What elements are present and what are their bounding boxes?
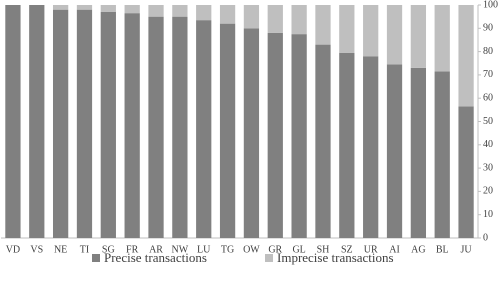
bar-segment [243,5,260,29]
bar-segment [339,5,355,53]
bar-segment [410,67,427,238]
x-tick-label: GR [268,244,282,255]
bar-segment [100,5,116,12]
legend-swatch [265,254,273,262]
bar-segment [458,106,474,238]
bar-segment [219,5,236,24]
x-tick-label: OW [243,244,260,255]
x-tick-label: VS [30,244,43,255]
x-tick-label: VD [6,244,20,255]
bar-segment [434,5,450,72]
y-tick-label: 80 [483,46,493,57]
bar-segment [315,5,331,45]
legend: Precise transactions Imprecise transactio… [92,250,394,265]
bar-segment [386,64,403,238]
bar-segment [339,52,355,238]
y-tick-label: 70 [483,69,493,80]
x-tick-label: AG [411,244,425,255]
y-tick-label: 0 [483,232,488,243]
x-tick-label: FR [126,244,139,255]
legend-swatch [92,254,100,262]
bar-segment [434,71,450,238]
x-tick-label: UR [364,244,378,255]
bar-segment [148,5,164,17]
y-tick-label: 60 [483,92,493,103]
y-tick-label: 20 [483,186,493,197]
x-tick-label: BL [436,244,449,255]
bar-segment [172,16,188,239]
bar-segment [363,5,379,57]
y-tick-label: 30 [483,162,493,173]
bar-segment [219,23,236,238]
bar-segment [196,5,212,21]
bar-segment [291,34,307,238]
y-tick-label: 10 [483,209,493,220]
bar-segment [267,5,283,33]
bar-segment [172,5,188,17]
y-tick-label: 90 [483,23,493,34]
y-tick-label: 40 [483,139,493,150]
bar-segment [243,28,260,238]
y-tick-label: 100 [483,0,498,10]
x-tick-label: TG [221,244,234,255]
x-tick-label: LU [197,244,211,255]
x-tick-label: SG [102,244,115,255]
bar-segment [315,44,331,238]
x-tick-label: AR [149,244,163,255]
bar-segment [5,5,21,238]
bar-segment [52,9,69,238]
bar-segment [410,5,427,68]
bar-segment [76,9,93,238]
bar-segment [386,5,403,65]
bar-segment [291,5,307,35]
x-tick-label: SH [317,244,330,255]
y-tick-label: 50 [483,116,493,127]
legend-label: Imprecise transactions [277,250,394,265]
x-tick-label: JU [461,244,473,255]
x-tick-label: AI [389,244,400,255]
bar-segment [458,5,474,107]
legend-label: Precise transactions [104,250,207,265]
bar-segment [52,5,69,10]
bar-segment [124,13,140,239]
bar-segment [196,20,212,238]
bar-segment [76,5,93,10]
x-tick-label: NW [172,244,189,255]
bar-segment [148,16,164,239]
x-tick-label: NE [54,244,67,255]
x-tick-label: GL [292,244,305,255]
x-tick-label: SZ [341,244,353,255]
bar-segment [124,5,140,14]
bar-segment [100,11,116,238]
bar-segment [29,5,45,238]
bar-segment [363,56,379,239]
bar-segment [267,32,283,239]
x-tick-label: TI [80,244,89,255]
